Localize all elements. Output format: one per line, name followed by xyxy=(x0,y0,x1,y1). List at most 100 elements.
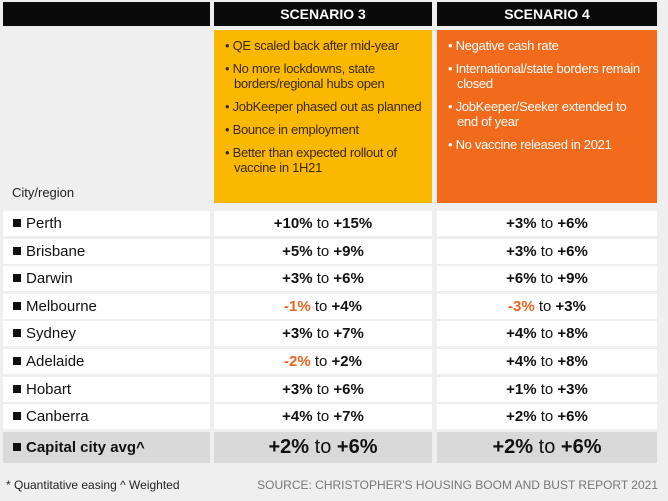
city-column-header: City/region xyxy=(12,185,75,200)
range-high: +3% xyxy=(555,297,586,315)
assumption-item: Bounce in employment xyxy=(224,122,422,137)
connector: to xyxy=(540,242,554,260)
scenario-3-value: +3% to +7% xyxy=(214,321,432,347)
assumption-item: No vaccine released in 2021 xyxy=(447,137,647,152)
city-name: Darwin xyxy=(3,266,210,292)
table-row: Melbourne -1% to +4% -3% to +3% xyxy=(3,293,657,319)
table-row: Perth +10% to +15% +3% to +6% xyxy=(3,211,657,236)
range-high: +8% xyxy=(557,325,588,343)
range-high: +6% xyxy=(333,380,364,398)
range-high: +6% xyxy=(333,270,364,288)
scenario-4-value: +2% to +6% xyxy=(437,404,657,430)
range-high: +7% xyxy=(333,408,364,426)
table-row: Darwin +3% to +6% +6% to +9% xyxy=(3,266,657,292)
assumption-item: JobKeeper phased out as planned xyxy=(224,99,422,114)
range-low: +3% xyxy=(506,215,537,232)
assumption-item: Better than expected rollout of vaccine … xyxy=(224,145,422,175)
range-low: +4% xyxy=(506,325,537,343)
range-low: +6% xyxy=(506,270,537,288)
scenario-4-value: +4% to +8% xyxy=(437,349,657,374)
connector: to xyxy=(540,325,554,343)
table-row: Adelaide -2% to +2% +4% to +8% xyxy=(3,349,657,374)
range-low: +10% xyxy=(273,215,313,232)
scenario-3-value: +5% to +9% xyxy=(214,238,432,264)
range-low: -3% xyxy=(508,297,535,315)
city-name: Brisbane xyxy=(3,238,210,264)
scenario-3-assumptions: QE scaled back after mid-year No more loc… xyxy=(214,30,432,203)
city-name: Capital city avg^ xyxy=(3,432,210,463)
scenario-3-value: +4% to +7% xyxy=(214,404,432,430)
range-high: +4% xyxy=(331,297,362,315)
range-low: +2% xyxy=(506,408,537,426)
range-high: +6% xyxy=(557,215,588,232)
city-name: Hobart xyxy=(3,376,210,402)
header-blank xyxy=(3,2,210,26)
scenario-3-value: +3% to +6% xyxy=(214,376,432,402)
scenario-4-value: -3% to +3% xyxy=(437,293,657,319)
scenario-3-value: -2% to +2% xyxy=(214,349,432,374)
scenario-4-value: +2% to +6% xyxy=(437,432,657,463)
range-high: +9% xyxy=(557,270,588,288)
range-low: +3% xyxy=(282,380,313,398)
table-row: Canberra +4% to +7% +2% to +6% xyxy=(3,404,657,430)
range-low: +4% xyxy=(506,353,537,370)
connector: to xyxy=(314,297,328,315)
assumption-item: International/state borders remain close… xyxy=(447,61,647,91)
range-high: +2% xyxy=(331,353,362,370)
scenario-3-value: +10% to +15% xyxy=(214,211,432,236)
connector: to xyxy=(540,353,554,370)
scenario-4-assumptions: Negative cash rate International/state bo… xyxy=(437,30,657,203)
assumption-item: JobKeeper/Seeker extended to end of year xyxy=(447,99,647,129)
range-high: +7% xyxy=(333,325,364,343)
scenario-4-value: +1% to +3% xyxy=(437,376,657,402)
range-high: +6% xyxy=(560,436,602,458)
city-name: Sydney xyxy=(3,321,210,347)
connector: to xyxy=(540,408,554,426)
scenario-3-value: +2% to +6% xyxy=(214,432,432,463)
table-row: Sydney +3% to +7% +4% to +8% xyxy=(3,321,657,347)
table-row: Brisbane +5% to +9% +3% to +6% xyxy=(3,238,657,264)
average-row: Capital city avg^ +2% to +6% +2% to +6% xyxy=(3,432,657,463)
assumption-item: No more lockdowns, state borders/regiona… xyxy=(224,61,422,91)
header-scenario-3: SCENARIO 3 xyxy=(214,2,432,26)
scenario-4-value: +6% to +9% xyxy=(437,266,657,292)
range-high: +6% xyxy=(336,436,378,458)
range-high: +9% xyxy=(333,242,364,260)
connector: to xyxy=(540,380,554,398)
connector: to xyxy=(316,270,330,288)
assumption-item: QE scaled back after mid-year xyxy=(224,38,422,53)
range-high: +8% xyxy=(557,353,588,370)
range-low: -1% xyxy=(284,297,311,315)
scenario-3-value: -1% to +4% xyxy=(214,293,432,319)
range-low: +4% xyxy=(282,408,313,426)
connector: to xyxy=(538,436,556,458)
city-name: Perth xyxy=(3,211,210,236)
range-low: +2% xyxy=(492,436,534,458)
scenario-4-value: +4% to +8% xyxy=(437,321,657,347)
city-name: Melbourne xyxy=(3,293,210,319)
range-high: +15% xyxy=(333,215,373,232)
connector: to xyxy=(316,408,330,426)
city-name: Canberra xyxy=(3,404,210,430)
connector: to xyxy=(316,242,330,260)
table-row: Hobart +3% to +6% +1% to +3% xyxy=(3,376,657,402)
range-low: +2% xyxy=(268,436,310,458)
header-scenario-4: SCENARIO 4 xyxy=(437,2,657,26)
range-high: +6% xyxy=(557,242,588,260)
footnote: * Quantitative easing ^ Weighted xyxy=(6,478,180,492)
range-low: -2% xyxy=(284,353,311,370)
connector: to xyxy=(540,215,554,232)
source: SOURCE: CHRISTOPHER'S HOUSING BOOM AND B… xyxy=(257,478,658,492)
range-low: +3% xyxy=(282,270,313,288)
range-low: +1% xyxy=(506,380,537,398)
range-low: +5% xyxy=(282,242,313,260)
range-low: +3% xyxy=(282,325,313,343)
connector: to xyxy=(316,215,330,232)
connector: to xyxy=(540,270,554,288)
connector: to xyxy=(314,436,332,458)
connector: to xyxy=(314,353,328,370)
city-name: Adelaide xyxy=(3,349,210,374)
connector: to xyxy=(316,325,330,343)
assumption-item: Negative cash rate xyxy=(447,38,647,53)
range-low: +3% xyxy=(506,242,537,260)
